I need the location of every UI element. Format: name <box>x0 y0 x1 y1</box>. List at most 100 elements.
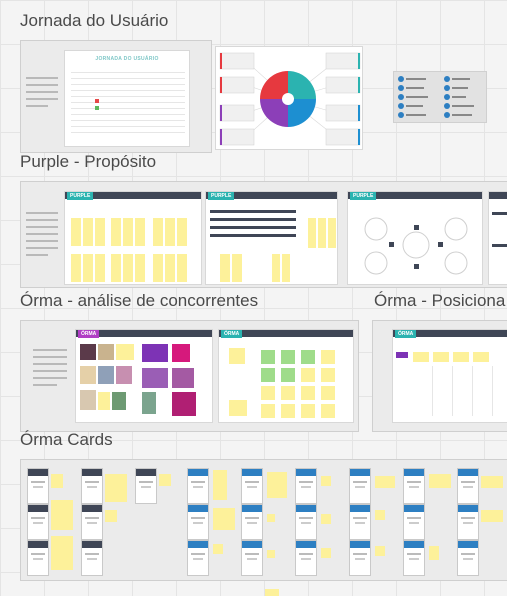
sticky-note <box>153 218 163 246</box>
orma-card[interactable] <box>295 468 317 504</box>
competitor-photo <box>80 344 96 360</box>
sticky-note <box>429 474 451 488</box>
orma-grid-board[interactable]: ÓRMA <box>218 329 354 423</box>
orma-card[interactable] <box>241 504 263 540</box>
orma-card[interactable] <box>27 540 49 576</box>
frame-description <box>33 349 67 391</box>
purple-circles-diagram <box>364 217 468 275</box>
legend-panel[interactable] <box>393 71 487 123</box>
sticky-note <box>261 404 275 418</box>
sticky-note <box>165 254 175 282</box>
purple-board-1[interactable]: PURPLE <box>64 191 202 285</box>
orma-card[interactable] <box>241 468 263 504</box>
purple-board-2[interactable]: PURPLE <box>205 191 338 285</box>
sticky-note <box>413 352 429 362</box>
board-header-bar <box>76 330 212 337</box>
orma-card[interactable] <box>187 468 209 504</box>
orma-card[interactable] <box>241 540 263 576</box>
frame-title-orma-posicionamento[interactable]: Órma - Posiciona <box>374 291 506 310</box>
frame-title-orma-concorrentes[interactable]: Órma - análise de concorrentes <box>20 291 259 310</box>
frame-purple[interactable]: PURPLE PURPLE PURPLE <box>20 181 507 288</box>
competitor-photo <box>116 366 132 384</box>
legend-dot-icon <box>398 112 404 118</box>
sticky-note <box>272 254 280 282</box>
sticky-note <box>105 474 127 502</box>
orma-card[interactable] <box>295 540 317 576</box>
sticky-note <box>98 392 110 410</box>
legend-item <box>398 76 426 82</box>
orma-card[interactable] <box>457 504 479 540</box>
purple-board-4[interactable] <box>488 191 507 285</box>
purple-board-3[interactable]: PURPLE <box>347 191 483 285</box>
frame-title-jornada[interactable]: Jornada do Usuário <box>20 11 169 30</box>
jornada-board[interactable]: JORNADA DO USUÁRIO <box>64 50 190 147</box>
orma-tag: ÓRMA <box>221 330 243 338</box>
orma-card[interactable] <box>81 540 103 576</box>
frame-description <box>26 212 58 261</box>
sticky-note <box>318 218 326 248</box>
sticky-note <box>267 472 287 498</box>
orma-card[interactable] <box>403 504 425 540</box>
orma-card[interactable] <box>295 504 317 540</box>
frame-title-purple[interactable]: Purple - Propósito <box>20 152 157 171</box>
sticky-note <box>375 546 385 556</box>
orma-competitors-board[interactable]: ÓRMA <box>75 329 213 423</box>
board-header-bar <box>65 192 201 199</box>
sticky-note <box>301 404 315 418</box>
board-header-bar <box>348 192 482 199</box>
mindmap-board[interactable] <box>215 46 363 150</box>
sticky-note <box>83 254 93 282</box>
orma-tag: ÓRMA <box>395 330 417 338</box>
frame-orma-cards[interactable] <box>20 459 507 581</box>
orma-card[interactable] <box>403 468 425 504</box>
orma-card[interactable] <box>187 504 209 540</box>
orma-card[interactable] <box>457 468 479 504</box>
purple-tag: PURPLE <box>208 192 235 200</box>
orma-card[interactable] <box>187 540 209 576</box>
orma-card[interactable] <box>81 504 103 540</box>
orma-card[interactable] <box>457 540 479 576</box>
legend-dot-icon <box>444 112 450 118</box>
sticky-note <box>116 344 134 360</box>
sticky-note <box>375 476 395 488</box>
sticky-note <box>111 218 121 246</box>
sticky-note <box>229 348 245 364</box>
sticky-note <box>375 510 385 520</box>
sticky-note <box>308 218 316 248</box>
green-note <box>261 368 275 382</box>
sticky-note <box>267 550 275 558</box>
position-grid <box>413 366 507 416</box>
frame-orma-concorrentes[interactable]: ÓRMA ÓRMA <box>20 320 359 432</box>
frame-title-orma-cards[interactable]: Órma Cards <box>20 430 113 449</box>
sticky-note <box>177 254 187 282</box>
orma-card[interactable] <box>403 540 425 576</box>
green-note <box>281 368 295 382</box>
legend-item <box>444 76 470 82</box>
orma-card[interactable] <box>27 504 49 540</box>
frame-jornada[interactable]: JORNADA DO USUÁRIO <box>20 40 212 153</box>
sticky-note <box>281 404 295 418</box>
competitor-photo <box>172 368 194 388</box>
orma-card[interactable] <box>349 504 371 540</box>
board-row <box>492 244 507 247</box>
sticky-note <box>220 254 230 282</box>
legend-item <box>398 94 428 100</box>
sticky-note <box>232 254 242 282</box>
orma-card[interactable] <box>81 468 103 504</box>
frame-orma-posicionamento[interactable]: ÓRMA <box>372 320 507 432</box>
legend-item <box>398 112 426 118</box>
orma-card[interactable] <box>135 468 157 504</box>
legend-item <box>444 112 472 118</box>
sticky-note <box>71 218 81 246</box>
orma-card[interactable] <box>27 468 49 504</box>
sticky-note <box>481 476 503 488</box>
position-label <box>396 352 408 358</box>
legend-dot-icon <box>398 103 404 109</box>
board-row <box>492 212 507 215</box>
sticky-note <box>135 218 145 246</box>
sticky-note <box>153 254 163 282</box>
orma-card[interactable] <box>349 468 371 504</box>
sticky-note <box>135 254 145 282</box>
orma-card[interactable] <box>349 540 371 576</box>
orma-position-board[interactable]: ÓRMA <box>392 329 507 423</box>
